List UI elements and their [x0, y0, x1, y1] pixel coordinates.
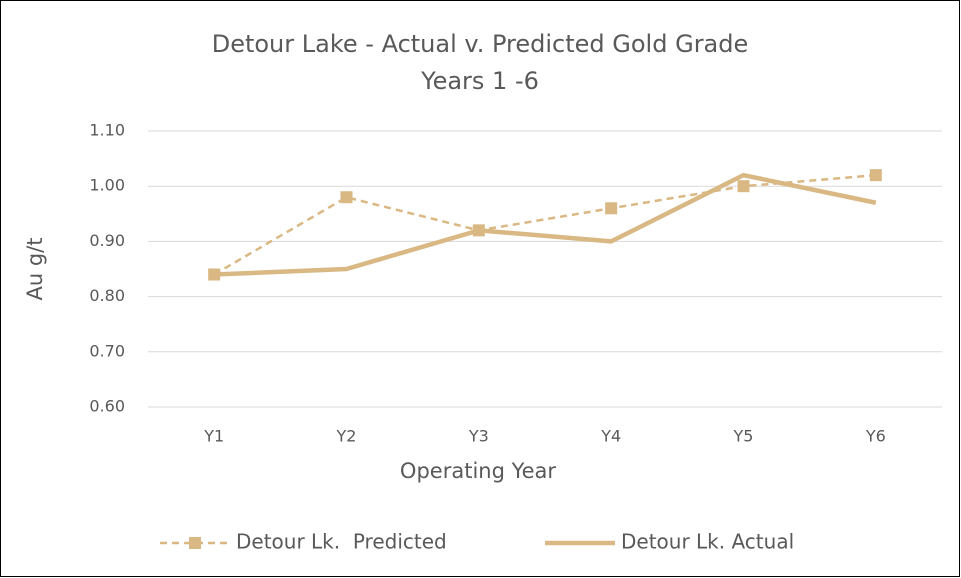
legend-marker — [189, 537, 201, 549]
marker — [340, 191, 353, 204]
series-line — [214, 172, 877, 277]
y-tick-label: 1.00 — [89, 176, 125, 195]
chart-title: Detour Lake - Actual v. Predicted Gold G… — [212, 30, 749, 58]
marker — [869, 169, 882, 182]
x-axis-label: Operating Year — [400, 459, 556, 483]
x-tick-label: Y6 — [865, 427, 886, 446]
y-axis-label: Au g/t — [23, 238, 47, 301]
y-tick-label: 0.70 — [89, 341, 125, 360]
marker — [605, 202, 618, 215]
legend-label: Detour Lk. Predicted — [236, 530, 447, 554]
x-tick-label: Y5 — [733, 427, 754, 446]
x-tick-label: Y2 — [336, 427, 357, 446]
x-tick-label: Y3 — [468, 427, 489, 446]
chart-title: Years 1 -6 — [420, 67, 539, 95]
marker — [737, 180, 750, 193]
y-tick-label: 0.60 — [89, 397, 125, 416]
x-tick-label: Y4 — [600, 427, 621, 446]
legend-label: Detour Lk. Actual — [621, 530, 794, 554]
y-tick-label: 0.80 — [89, 286, 125, 305]
x-tick-label: Y1 — [203, 427, 224, 446]
y-tick-label: 1.10 — [89, 121, 125, 140]
series-line — [213, 173, 876, 276]
y-tick-label: 0.90 — [89, 231, 125, 250]
